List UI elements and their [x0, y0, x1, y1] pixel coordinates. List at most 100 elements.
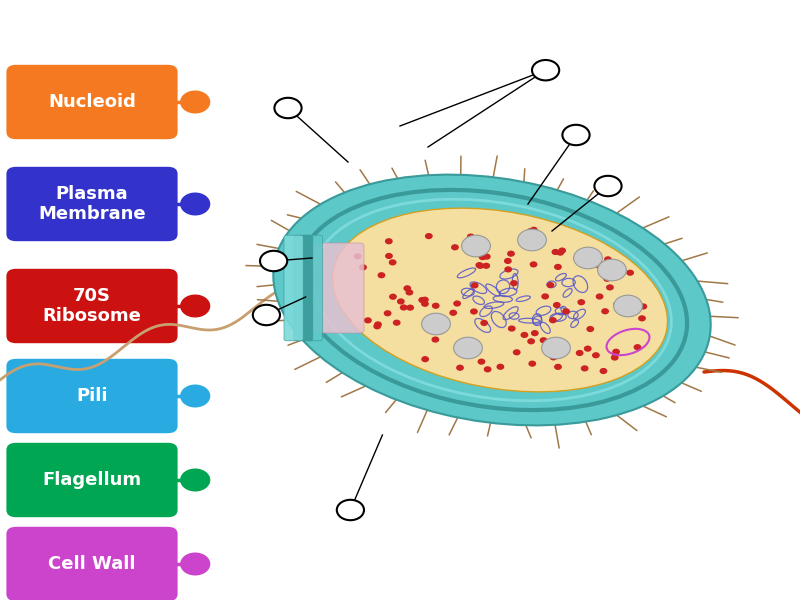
- Circle shape: [337, 500, 364, 520]
- Circle shape: [634, 345, 641, 350]
- Circle shape: [407, 305, 414, 310]
- Circle shape: [531, 331, 538, 335]
- Circle shape: [606, 285, 613, 290]
- FancyBboxPatch shape: [6, 65, 178, 139]
- Circle shape: [406, 290, 413, 295]
- Circle shape: [181, 193, 210, 215]
- Circle shape: [542, 337, 570, 359]
- Circle shape: [404, 286, 410, 291]
- Circle shape: [528, 339, 534, 344]
- Circle shape: [518, 229, 546, 251]
- Circle shape: [354, 254, 361, 259]
- FancyBboxPatch shape: [6, 359, 178, 433]
- Circle shape: [181, 385, 210, 407]
- Circle shape: [390, 260, 396, 265]
- Circle shape: [630, 304, 636, 308]
- Circle shape: [390, 295, 396, 299]
- Circle shape: [505, 259, 511, 263]
- Circle shape: [582, 366, 588, 371]
- Circle shape: [578, 300, 585, 305]
- Circle shape: [602, 309, 608, 314]
- Circle shape: [181, 469, 210, 491]
- Circle shape: [593, 353, 599, 358]
- Circle shape: [532, 60, 559, 80]
- Circle shape: [585, 346, 591, 351]
- Circle shape: [457, 365, 463, 370]
- Circle shape: [505, 267, 511, 272]
- Circle shape: [432, 337, 438, 342]
- Circle shape: [508, 251, 514, 256]
- Circle shape: [627, 271, 634, 275]
- Circle shape: [600, 368, 606, 373]
- Circle shape: [604, 277, 610, 281]
- Circle shape: [577, 350, 583, 355]
- Circle shape: [614, 302, 620, 307]
- Circle shape: [559, 248, 566, 253]
- Circle shape: [181, 91, 210, 113]
- Circle shape: [477, 263, 483, 268]
- Circle shape: [181, 295, 210, 317]
- Circle shape: [471, 283, 478, 288]
- Circle shape: [550, 318, 556, 323]
- Circle shape: [527, 229, 534, 233]
- Circle shape: [385, 311, 391, 316]
- Circle shape: [386, 254, 392, 259]
- Circle shape: [563, 309, 570, 314]
- Circle shape: [419, 298, 426, 302]
- Circle shape: [614, 295, 642, 317]
- Circle shape: [483, 263, 490, 268]
- Circle shape: [542, 294, 548, 299]
- Circle shape: [540, 338, 546, 343]
- Circle shape: [454, 301, 460, 306]
- FancyBboxPatch shape: [6, 527, 178, 600]
- Circle shape: [529, 361, 535, 366]
- Circle shape: [470, 309, 477, 314]
- Circle shape: [594, 176, 622, 196]
- Text: Pili: Pili: [76, 387, 108, 405]
- Text: Cell Wall: Cell Wall: [48, 555, 136, 573]
- Circle shape: [534, 239, 540, 244]
- Circle shape: [510, 281, 517, 286]
- Circle shape: [509, 326, 515, 331]
- Text: Flagellum: Flagellum: [42, 471, 142, 489]
- Circle shape: [467, 234, 474, 239]
- Circle shape: [422, 313, 450, 335]
- Circle shape: [438, 329, 444, 334]
- Circle shape: [422, 357, 428, 362]
- Circle shape: [422, 298, 428, 302]
- Circle shape: [547, 283, 554, 287]
- FancyBboxPatch shape: [6, 443, 178, 517]
- Circle shape: [481, 320, 487, 325]
- FancyBboxPatch shape: [312, 243, 364, 333]
- Circle shape: [613, 349, 619, 354]
- Circle shape: [365, 318, 371, 323]
- Circle shape: [554, 364, 561, 369]
- Circle shape: [374, 324, 381, 329]
- Circle shape: [598, 259, 626, 281]
- FancyBboxPatch shape: [6, 269, 178, 343]
- Circle shape: [378, 273, 385, 278]
- Circle shape: [587, 326, 594, 331]
- FancyBboxPatch shape: [294, 235, 313, 341]
- Circle shape: [401, 305, 407, 310]
- Circle shape: [497, 364, 503, 369]
- Text: 70S
Ribosome: 70S Ribosome: [42, 287, 142, 325]
- Circle shape: [274, 98, 302, 118]
- FancyBboxPatch shape: [303, 235, 322, 341]
- Circle shape: [552, 250, 558, 254]
- Circle shape: [476, 263, 482, 268]
- Circle shape: [562, 125, 590, 145]
- Circle shape: [450, 310, 457, 315]
- Ellipse shape: [333, 208, 667, 392]
- Circle shape: [479, 255, 486, 260]
- Circle shape: [386, 239, 392, 244]
- Ellipse shape: [274, 175, 710, 425]
- Circle shape: [554, 302, 560, 307]
- Circle shape: [426, 234, 432, 239]
- Circle shape: [522, 332, 528, 337]
- Circle shape: [374, 322, 381, 327]
- FancyBboxPatch shape: [284, 235, 303, 341]
- Circle shape: [452, 245, 458, 250]
- Circle shape: [422, 301, 428, 306]
- Circle shape: [360, 265, 366, 270]
